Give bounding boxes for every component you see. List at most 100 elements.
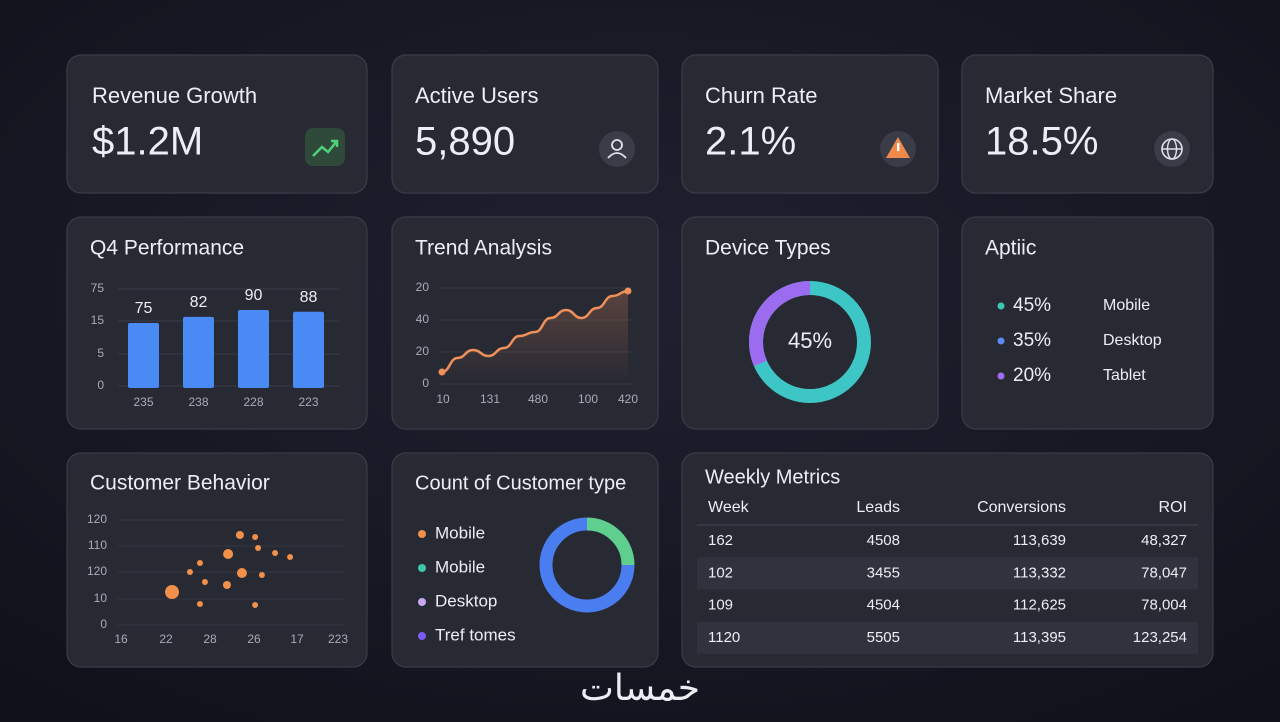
kpi-title: Market Share: [985, 83, 1117, 108]
x-tick-label: 100: [578, 392, 598, 406]
cards: [66, 54, 1214, 668]
bar: [183, 316, 214, 388]
scatter-point: [196, 601, 203, 607]
user-body: [607, 152, 627, 159]
scatter-point: [258, 572, 265, 579]
card: [66, 54, 368, 194]
y-tick-label: 15: [91, 313, 105, 327]
scatter-point: [287, 553, 294, 560]
trend-area: [442, 291, 628, 384]
bar-value-label: 90: [245, 287, 263, 304]
x-tick-label: 26: [247, 632, 261, 646]
bar: [238, 310, 269, 388]
x-tick-label: 16: [114, 632, 128, 646]
warn-bar: [897, 143, 900, 151]
x-tick-label: 228: [243, 395, 263, 409]
kpi-title: Churn Rate: [705, 83, 818, 108]
table-cell: 109: [708, 597, 733, 614]
table-cell: 1120: [708, 629, 740, 646]
column-header: ROI: [1159, 499, 1187, 516]
scatter-point: [223, 549, 234, 560]
card: [961, 54, 1214, 194]
y-tick-label: 75: [91, 281, 105, 295]
list-value: 35%: [1013, 330, 1051, 351]
kpi-title: Revenue Growth: [92, 83, 257, 108]
card: [681, 216, 939, 430]
donut-arc: [539, 517, 635, 613]
y-tick-label: 5: [97, 346, 104, 360]
table-cell: 48,327: [1141, 532, 1187, 549]
scatter-point: [201, 578, 208, 585]
panel-title: Weekly Metrics: [705, 466, 840, 488]
card: [66, 452, 368, 668]
kpi-value: $1.2M: [92, 120, 203, 164]
list-name: Desktop: [1103, 332, 1162, 349]
kpi-value: 18.5%: [985, 120, 1098, 164]
table-cell: 4508: [867, 532, 900, 549]
scatter-point: [236, 568, 247, 579]
scatter-point: [222, 580, 231, 589]
y-tick-label: 0: [97, 378, 104, 392]
line-end-dot: [624, 287, 632, 295]
table-cell: 3455: [867, 564, 900, 581]
user-head: [611, 139, 623, 151]
legend-label: Mobile: [435, 557, 485, 576]
legend-dot: [418, 530, 426, 538]
kpi-title: Active Users: [415, 83, 538, 108]
scatter-point: [252, 602, 259, 609]
kpi-value: 5,890: [415, 120, 515, 164]
x-tick-label: 420: [618, 392, 638, 406]
list-name: Mobile: [1103, 297, 1150, 314]
legend-dot: [418, 564, 426, 572]
table-cell: 162: [708, 532, 733, 549]
scatter-point: [235, 531, 244, 540]
x-tick-label: 131: [480, 392, 500, 406]
table-cell: 5505: [867, 629, 900, 646]
icons: [305, 128, 1190, 167]
x-tick-label: 238: [188, 395, 208, 409]
kpi-value: 2.1%: [705, 120, 796, 164]
card: [391, 54, 659, 194]
scatter-point: [272, 549, 279, 556]
x-tick-label: 235: [133, 395, 153, 409]
legend-label: Tref tomes: [435, 625, 516, 644]
y-tick-label: 0: [100, 617, 107, 631]
legend-dot: [418, 632, 426, 640]
table-cell: 78,004: [1141, 597, 1187, 614]
panel-title: Aptiic: [985, 237, 1036, 260]
panel-title: Customer Behavior: [90, 472, 270, 495]
legend-label: Desktop: [435, 591, 497, 610]
row-band: [697, 557, 1198, 590]
bar-value-label: 88: [300, 289, 318, 306]
y-tick-label: 110: [88, 538, 107, 552]
card: [681, 54, 939, 194]
scatter-point: [165, 585, 180, 600]
x-tick-label: 17: [290, 632, 304, 646]
y-tick-label: 0: [422, 376, 429, 390]
bar: [128, 323, 159, 388]
user-icon: [599, 131, 635, 167]
x-tick-label: 223: [298, 395, 318, 409]
trend-line: [441, 289, 629, 374]
table-cell: 123,254: [1133, 629, 1187, 646]
table-cell: 4504: [867, 597, 900, 614]
table-cell: 113,395: [1013, 629, 1066, 646]
legend-label: Mobile: [435, 523, 485, 542]
line-end-dot: [438, 368, 446, 376]
legend-dot: [997, 302, 1005, 310]
card: [961, 216, 1214, 430]
bar-value-label: 82: [190, 294, 208, 311]
table-cell: 102: [708, 564, 733, 581]
list-value: 20%: [1013, 365, 1051, 386]
panel-title: Device Types: [705, 237, 831, 260]
y-tick-label: 20: [416, 344, 430, 358]
scatter-point: [186, 568, 193, 575]
table-cell: 113,639: [1013, 532, 1066, 549]
x-tick-label: 28: [203, 632, 217, 646]
table-cell: 78,047: [1141, 564, 1187, 581]
bar: [293, 311, 324, 388]
y-tick-label: 10: [94, 591, 108, 605]
column-header: Conversions: [977, 499, 1066, 516]
donut-label: 45%: [788, 328, 832, 353]
